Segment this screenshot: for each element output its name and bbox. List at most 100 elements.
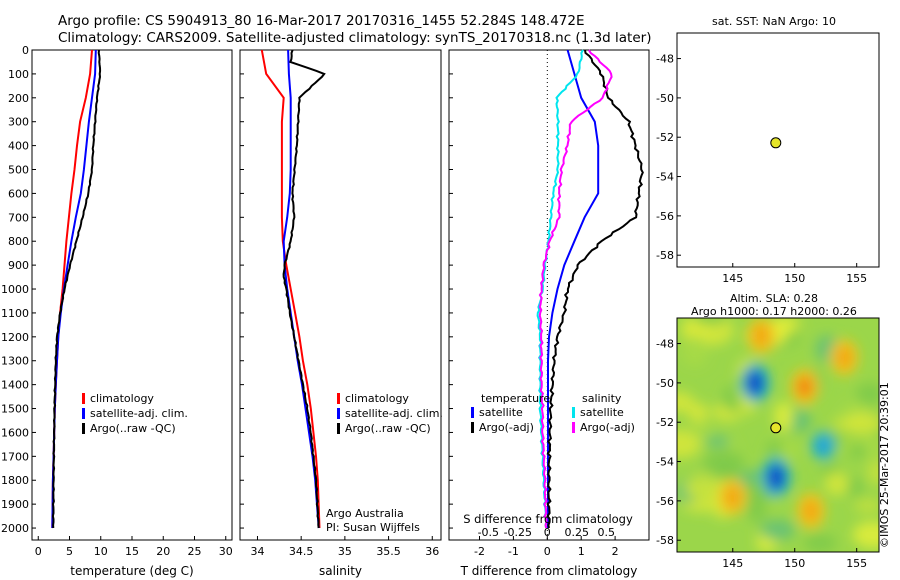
x-tick-label: 2: [612, 545, 619, 558]
legend-label: satellite: [580, 406, 624, 419]
y-tick-label: -54: [656, 456, 674, 469]
y-tick-label: 1900: [1, 498, 29, 511]
y-tick-label: -48: [656, 338, 674, 351]
x-tick-label: 155: [846, 272, 867, 285]
heatmap-cell: [855, 383, 879, 405]
sla-map-title1: Altim. SLA: 0.28: [730, 292, 818, 305]
heatmap-cell: [677, 429, 701, 459]
legend-swatch: [337, 393, 340, 404]
float-marker: [770, 137, 782, 149]
legend-label: climatology: [90, 392, 154, 405]
heatmap-cell: [824, 471, 849, 496]
watermark: ©IMOS 25-Mar-2017 20:39:01: [878, 382, 891, 548]
heatmap-cell: [705, 435, 730, 448]
y-tick-label: 1700: [1, 450, 29, 463]
s-tick-label: -0.5: [478, 526, 499, 539]
x-tick-label: 20: [156, 545, 170, 558]
x-tick-label: 155: [846, 557, 867, 570]
x-tick-label: 35: [338, 545, 352, 558]
heatmap-feature: [803, 500, 818, 521]
y-tick-label: -50: [656, 377, 674, 390]
heatmap-cell: [681, 335, 708, 367]
panel-sla-map: 145 150 155 -48 -50 -52 -54 -56 -58: [656, 317, 880, 570]
plot-frame: [239, 49, 442, 541]
x-axis-label: temperature (deg C): [70, 564, 193, 578]
heatmap-feature: [817, 437, 830, 454]
map-background: [677, 33, 879, 267]
legend-swatch: [337, 408, 340, 419]
legend-label: Argo(..raw -QC): [90, 422, 176, 435]
heatmap-cell: [779, 440, 800, 461]
x-tick-label: 30: [219, 545, 233, 558]
header-line1: Argo profile: CS 5904913_80 16-Mar-2017 …: [58, 13, 585, 29]
legend-title: temperature: [481, 392, 550, 405]
y-tick-label: 600: [8, 187, 29, 200]
series-line: [282, 49, 320, 529]
x-axis-label: salinity: [319, 564, 362, 578]
y-tick-label: -58: [656, 534, 674, 547]
legend-swatch: [572, 422, 575, 433]
heatmap-feature: [797, 376, 812, 397]
y-tick-label: -52: [656, 416, 674, 429]
y-tick-label: 200: [8, 92, 29, 105]
heatmap-cell: [760, 519, 796, 541]
y-tick-label: 400: [8, 140, 29, 153]
y-tick-label: -50: [656, 92, 674, 105]
y-tick-label: -56: [656, 210, 674, 223]
y-tick-label: 1300: [1, 355, 29, 368]
y-tick-label: 1600: [1, 426, 29, 439]
legend-swatch: [82, 408, 85, 419]
y-tick-label: 800: [8, 235, 29, 248]
heatmap-cell: [693, 318, 727, 326]
heatmap-feature: [725, 486, 740, 507]
x-tick-label: -2: [474, 545, 485, 558]
y-tick-label: -52: [656, 131, 674, 144]
heatmap-cell: [848, 443, 867, 459]
x-tick-label: 1: [578, 545, 585, 558]
heatmap-cell: [843, 412, 879, 434]
y-tick-label: 1500: [1, 403, 29, 416]
y-tick-label: 0: [22, 44, 29, 57]
heatmap-cell: [846, 477, 864, 497]
s-axis-label: S difference from climatology: [463, 512, 633, 526]
y-tick-label: 100: [8, 68, 29, 81]
legend-label: satellite-adj. clim.: [90, 407, 188, 420]
legend-label: climatology: [345, 392, 409, 405]
x-tick-label: 10: [94, 545, 108, 558]
y-tick-label: 1200: [1, 331, 29, 344]
legend-title: salinity: [582, 392, 622, 405]
sst-map-title: sat. SST: NaN Argo: 10: [712, 15, 836, 28]
x-tick-label: 36: [425, 545, 439, 558]
panel-salinity: 34 34.5 35 35.5 36 salinity climatology satelli…: [239, 49, 443, 578]
s-tick-label: 0: [544, 526, 551, 539]
heatmap-feature: [746, 369, 765, 396]
legend-label: Argo(-adj): [479, 421, 534, 434]
y-tick-label: 1100: [1, 307, 29, 320]
x-tick-label: 34.5: [289, 545, 314, 558]
x-tick-label: 150: [784, 557, 805, 570]
sla-map-title2: Argo h1000: 0.17 h2000: 0.26: [691, 305, 857, 318]
heatmap-cell: [854, 498, 879, 513]
x-tick-label: -1: [508, 545, 519, 558]
heatmap-blobs: [677, 318, 879, 552]
x-tick-label: 145: [722, 557, 743, 570]
legend-swatch: [471, 407, 474, 418]
y-tick-label: 1800: [1, 474, 29, 487]
annotation-line: PI: Susan Wijffels: [326, 521, 420, 534]
heatmap-cell: [687, 402, 710, 423]
heatmap-cell: [866, 459, 879, 485]
heatmap-layer: [677, 318, 879, 552]
heatmap-cell: [703, 449, 744, 481]
y-tick-label: 2000: [1, 522, 29, 535]
x-axis-label: T difference from climatology: [460, 564, 638, 578]
y-tick-label: 500: [8, 164, 29, 177]
heatmap-cell: [746, 502, 768, 522]
header-line2: Climatology: CARS2009. Satellite-adjuste…: [58, 30, 651, 46]
y-tick-label: 1000: [1, 283, 29, 296]
legend-label: satellite-adj. clim.: [345, 407, 443, 420]
heatmap-feature: [767, 464, 786, 491]
series-line: [260, 49, 321, 529]
series-line: [282, 49, 326, 529]
legend-swatch: [82, 423, 85, 434]
